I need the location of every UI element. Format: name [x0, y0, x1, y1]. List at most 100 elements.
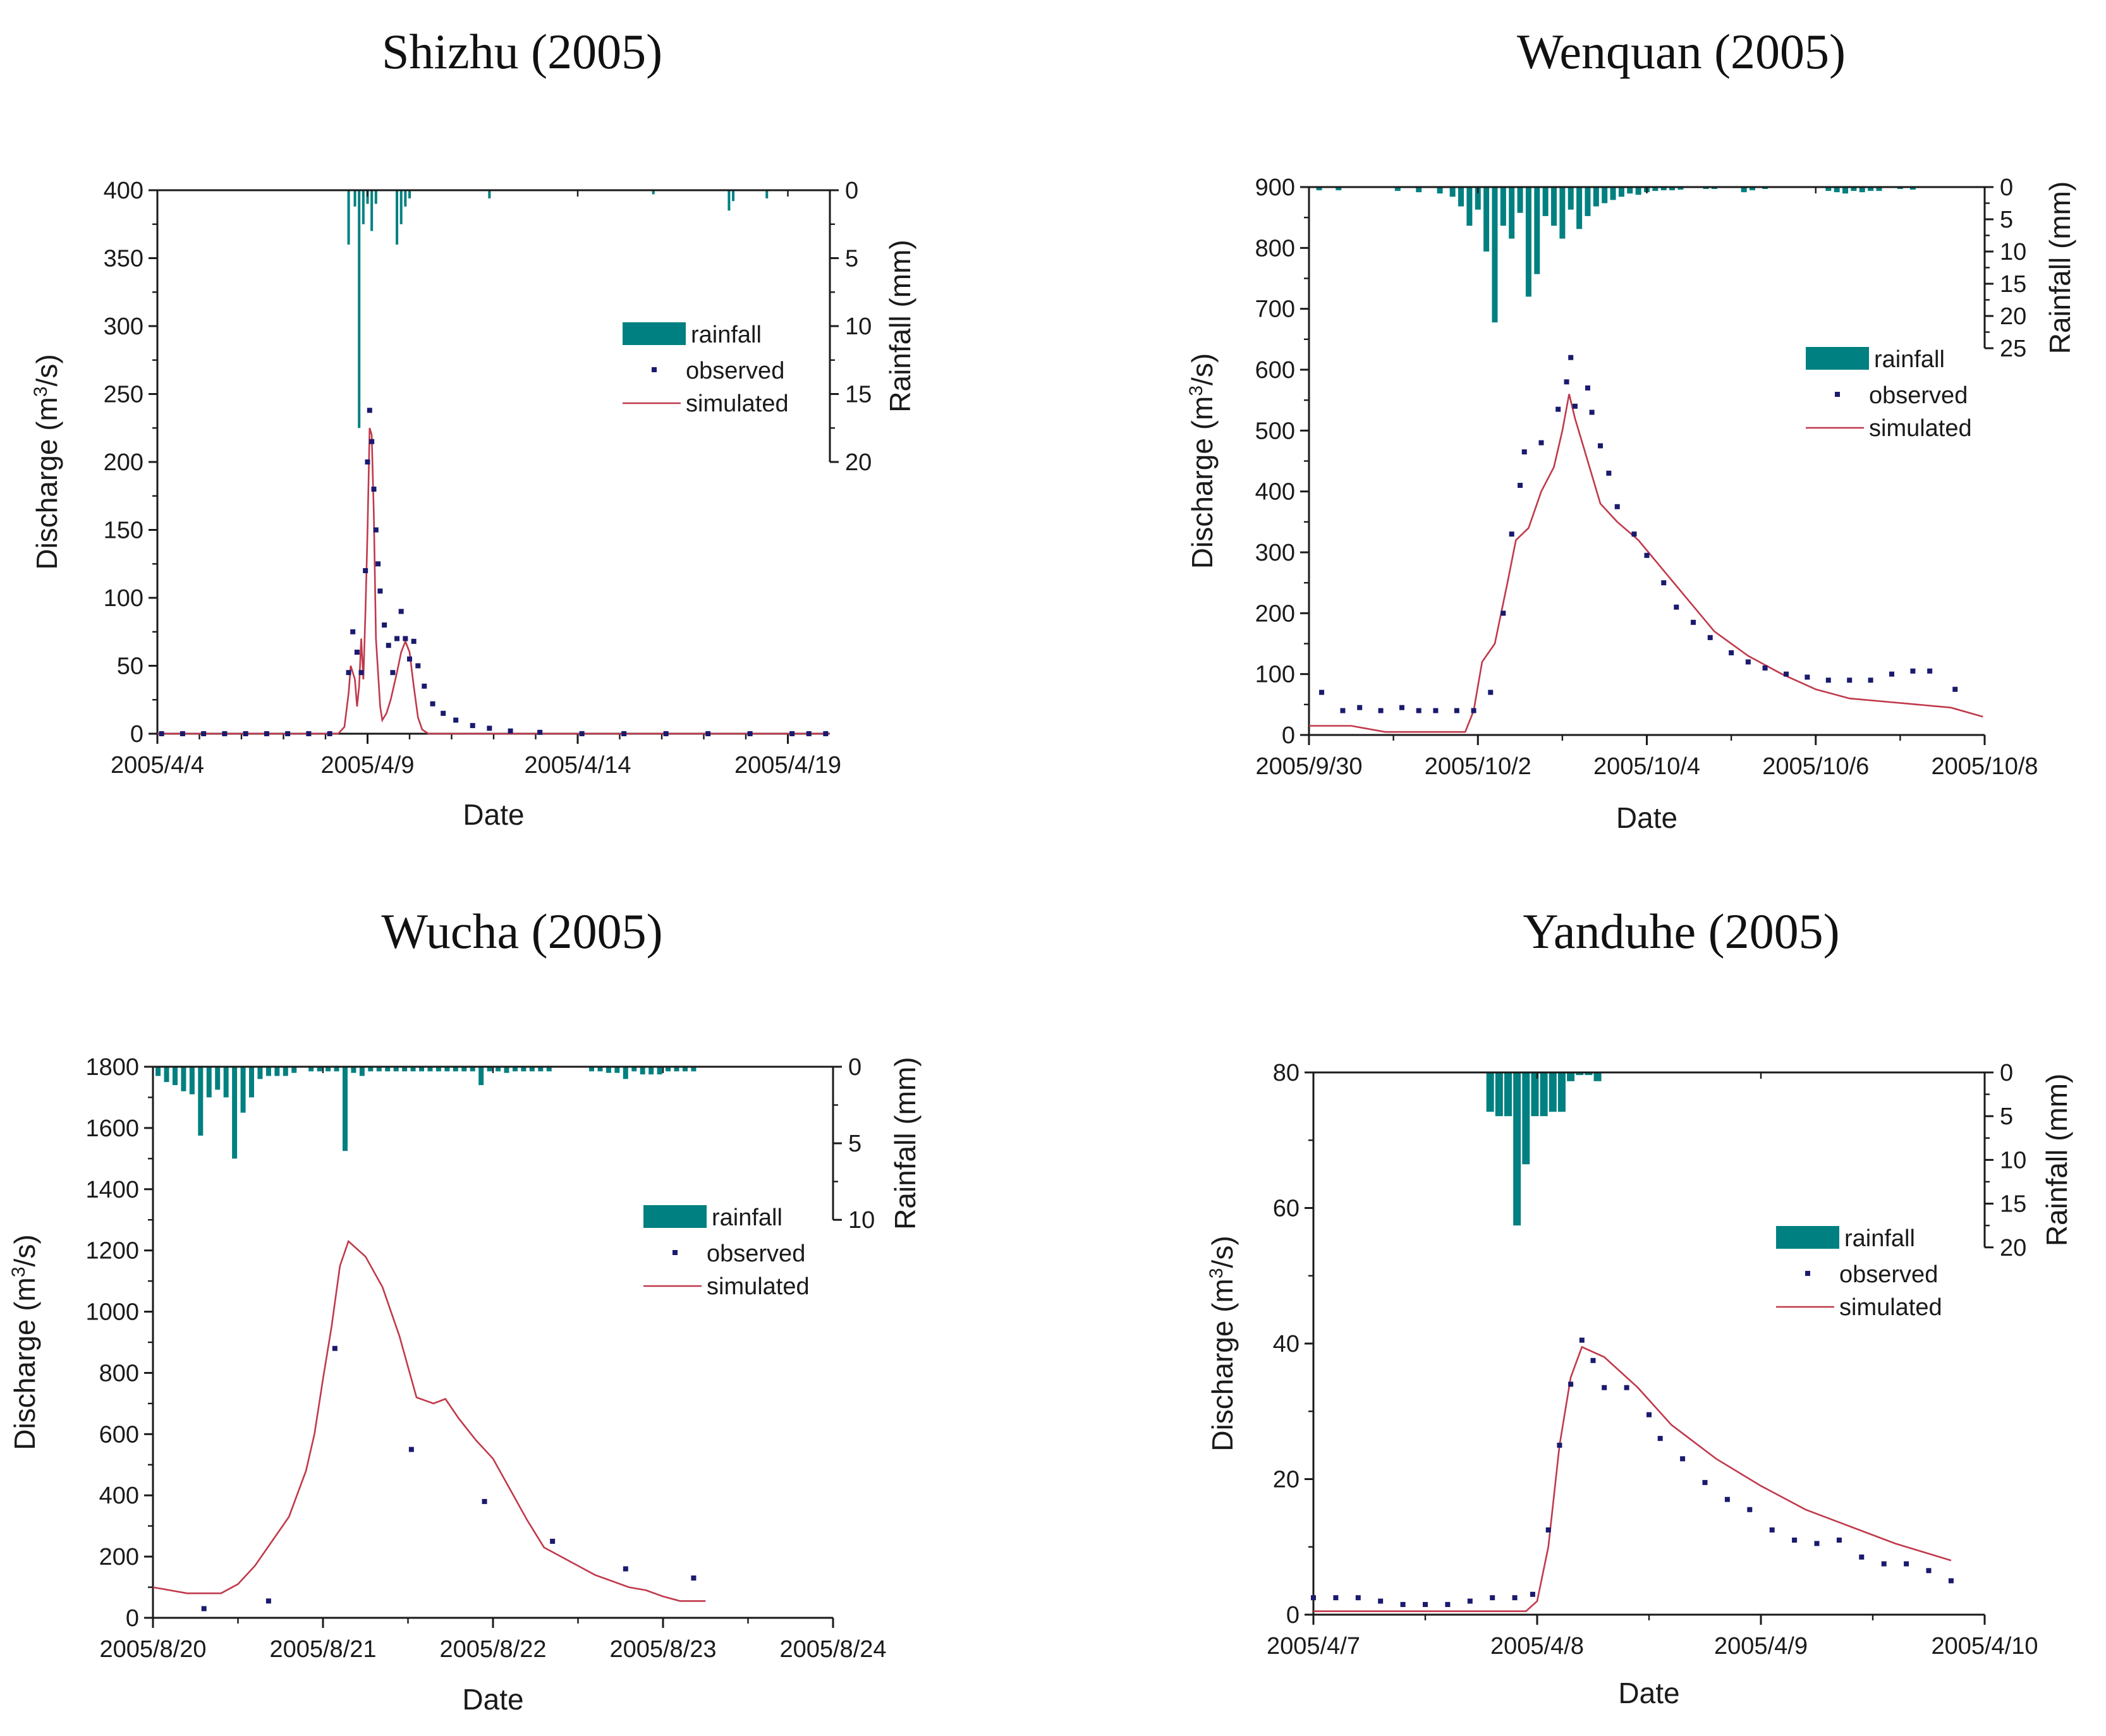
y2-tick-label: 0 — [2000, 1060, 2013, 1086]
rainfall-bar — [1585, 187, 1591, 216]
legend: rainfall observed simulated — [1806, 346, 1972, 442]
rainfall-bar — [444, 1067, 450, 1072]
y-tick-label: 400 — [1255, 479, 1295, 506]
y-tick-label: 800 — [1255, 235, 1295, 262]
y-axis-label-main: Discharge (m — [8, 1277, 41, 1450]
y-tick-label: 1800 — [85, 1054, 139, 1081]
observed-point — [422, 683, 427, 689]
observed-point — [377, 588, 383, 594]
observed-point — [1423, 1601, 1428, 1607]
observed-point — [1644, 552, 1650, 558]
observed-point — [1590, 1357, 1596, 1363]
legend-rainfall-label: rainfall — [1874, 346, 1945, 373]
rainfall-bars — [347, 190, 769, 428]
rainfall-bar — [1483, 187, 1490, 252]
rainfall-bar — [1669, 187, 1676, 191]
rainfall-bar — [1531, 1072, 1539, 1117]
rainfall-bar — [232, 1067, 238, 1159]
observed-point — [1657, 1436, 1663, 1442]
observed-point — [470, 723, 475, 729]
rainfall-bar — [640, 1067, 645, 1075]
observed-point — [621, 731, 627, 736]
observed-point — [1311, 1595, 1316, 1601]
rainfall-bar — [419, 1067, 425, 1072]
observed-point — [1530, 1591, 1535, 1597]
y-axis-label-main: Discharge (m — [1186, 396, 1219, 569]
rainfall-bar — [478, 1067, 484, 1086]
rainfall-bar — [410, 1067, 416, 1072]
rainfall-bar — [326, 1067, 331, 1072]
y-axis-label: Discharge (m3/s) — [30, 354, 63, 569]
y2-tick-label: 15 — [2000, 271, 2026, 298]
rainfall-bar — [1522, 1072, 1530, 1165]
rainfall-bar — [427, 1067, 433, 1072]
observed-point — [398, 609, 404, 614]
observed-point — [441, 710, 446, 716]
y-tick-label: 500 — [1255, 418, 1295, 444]
rainfall-bar — [1851, 187, 1857, 191]
rainfall-bar — [1635, 187, 1641, 195]
rainfall-bar — [765, 190, 769, 198]
observed-point — [623, 1566, 628, 1572]
rainfall-bar — [1576, 187, 1583, 229]
rainfall-bar — [404, 190, 407, 207]
y-axis-label-tail: /s) — [30, 354, 63, 386]
rainfall-bar — [351, 1067, 356, 1073]
y-axis-label: Discharge (m3/s) — [1206, 1235, 1239, 1451]
legend-simulated-label: simulated — [686, 391, 789, 417]
rainfall-bar — [727, 190, 731, 211]
y2-tick-label: 20 — [2000, 1235, 2026, 1261]
rainfall-bar — [240, 1067, 246, 1113]
observed-points — [1311, 1337, 1954, 1607]
y2-tick-label: 10 — [848, 1207, 875, 1234]
rainfall-bar — [402, 1067, 408, 1072]
observed-point — [1926, 1568, 1932, 1574]
rainfall-bar — [1504, 1072, 1512, 1117]
observed-point — [1904, 1561, 1909, 1567]
observed-point — [373, 527, 379, 533]
rainfall-bar — [181, 1067, 186, 1091]
x-tick-label: 2005/4/4 — [111, 752, 204, 779]
observed-point — [265, 1598, 271, 1604]
rainfall-bar — [257, 1067, 263, 1079]
rainfall-bar — [172, 1067, 178, 1086]
y-tick-label: 1000 — [85, 1299, 139, 1326]
rainfall-bar — [1517, 187, 1523, 213]
y-tick-label: 200 — [104, 449, 143, 476]
rainfall-bar — [1542, 187, 1549, 216]
observed-point — [1378, 708, 1384, 713]
rainfall-bar — [1585, 1072, 1593, 1076]
legend-rainfall-swatch — [1776, 1226, 1839, 1249]
observed-point — [1355, 1595, 1361, 1601]
rainfall-bar — [1825, 187, 1832, 191]
y-tick-label: 300 — [1255, 540, 1295, 566]
rainfall-bar — [1486, 1072, 1494, 1112]
rainfall-bar — [1500, 187, 1506, 226]
legend: rainfall observed simulated — [623, 322, 789, 417]
rainfall-bar — [374, 190, 377, 204]
rainfall-bar — [674, 1067, 679, 1072]
y2-tick-label: 5 — [845, 246, 858, 272]
rainfall-bar — [1557, 1072, 1566, 1112]
y-tick-label: 0 — [1286, 1602, 1300, 1629]
observed-point — [1745, 659, 1751, 665]
legend-observed-label: observed — [1869, 382, 1968, 409]
rainfall-bar — [470, 1067, 475, 1072]
observed-point — [1378, 1598, 1384, 1604]
rainfall-bar — [1475, 187, 1481, 210]
observed-point — [332, 1345, 338, 1351]
observed-point — [1564, 379, 1569, 385]
rainfall-bar — [648, 1067, 654, 1075]
observed-point — [1400, 1601, 1406, 1607]
legend-rainfall-swatch — [623, 322, 686, 345]
panel-wucha: Wucha (2005) 0 200 400 600 800 1000 1200 1400 160… — [8, 904, 922, 1716]
y-tick-label: 800 — [99, 1360, 139, 1387]
rainfall-bar — [206, 1067, 212, 1098]
observed-point — [386, 643, 391, 648]
x-tick-label: 2005/8/24 — [779, 1636, 886, 1663]
y2-tick-label: 15 — [2000, 1191, 2026, 1218]
y-axis-label-sup: 3 — [1206, 1268, 1227, 1278]
observed-point — [1674, 604, 1679, 610]
rainfall-bar — [308, 1067, 314, 1072]
observed-point — [705, 731, 711, 736]
